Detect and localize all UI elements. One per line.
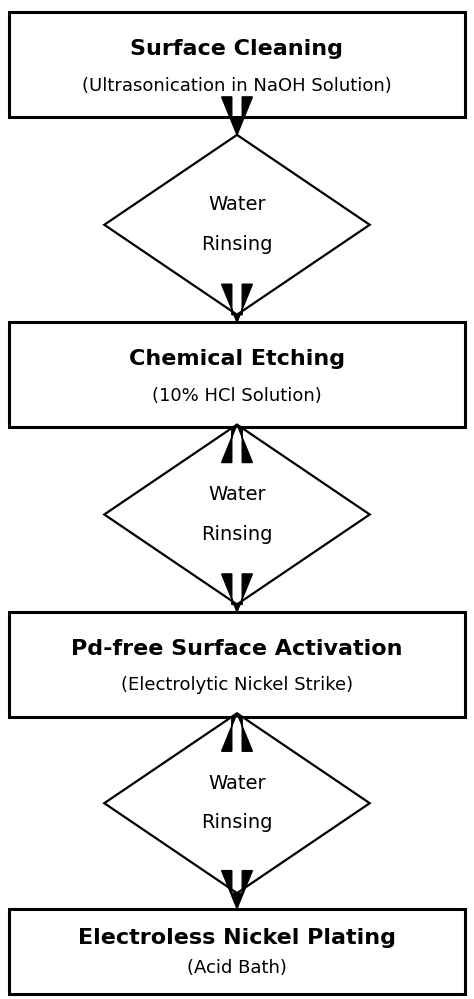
Text: Chemical Etching: Chemical Etching (129, 349, 345, 369)
Text: Rinsing: Rinsing (201, 235, 273, 254)
FancyArrow shape (221, 713, 252, 751)
FancyArrow shape (221, 284, 252, 322)
Text: Water: Water (208, 196, 266, 215)
Bar (9, 909, 465, 993)
Text: Water: Water (208, 486, 266, 504)
Text: Surface Cleaning: Surface Cleaning (130, 39, 344, 59)
Polygon shape (104, 713, 370, 893)
Bar (9, 322, 465, 428)
Text: (Acid Bath): (Acid Bath) (187, 959, 287, 977)
Text: (10% HCl Solution): (10% HCl Solution) (152, 387, 322, 405)
FancyArrow shape (221, 573, 252, 611)
Text: Electroless Nickel Plating: Electroless Nickel Plating (78, 928, 396, 948)
FancyArrow shape (221, 425, 252, 463)
Bar (9, 611, 465, 717)
Bar (9, 12, 465, 117)
FancyArrow shape (221, 97, 252, 135)
Text: Water: Water (208, 774, 266, 793)
Text: Pd-free Surface Activation: Pd-free Surface Activation (71, 638, 403, 658)
Text: Rinsing: Rinsing (201, 524, 273, 543)
Text: (Ultrasonication in NaOH Solution): (Ultrasonication in NaOH Solution) (82, 77, 392, 95)
FancyArrow shape (221, 870, 252, 909)
Text: Rinsing: Rinsing (201, 813, 273, 832)
Polygon shape (104, 425, 370, 604)
Text: (Electrolytic Nickel Strike): (Electrolytic Nickel Strike) (121, 676, 353, 694)
Polygon shape (104, 135, 370, 315)
